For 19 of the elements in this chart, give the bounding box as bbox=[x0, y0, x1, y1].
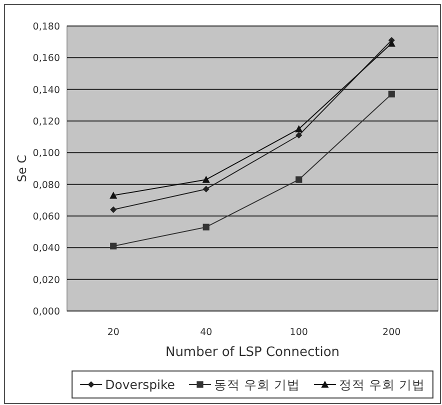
legend-label: 정적 우회 기법 bbox=[338, 377, 425, 392]
x-tick-label: 100 bbox=[290, 327, 308, 338]
x-tick-label: 200 bbox=[382, 327, 401, 338]
x-tick-label: 40 bbox=[200, 327, 212, 338]
legend-label: 동적 우회 기법 bbox=[214, 377, 300, 392]
y-tick-label: 0,040 bbox=[32, 243, 60, 254]
y-tick-label: 0,080 bbox=[32, 180, 60, 191]
x-tick-label: 20 bbox=[107, 327, 120, 338]
y-tick-label: 0,140 bbox=[32, 84, 60, 96]
y-tick-label: 0,000 bbox=[32, 306, 60, 318]
y-axis-title: Se C bbox=[15, 154, 29, 182]
y-tick-label: 0,060 bbox=[32, 212, 60, 222]
y-tick-label: 0,160 bbox=[32, 53, 60, 64]
y-tick-label: 0,020 bbox=[32, 274, 60, 286]
y-tick-label: 0,180 bbox=[32, 22, 60, 32]
x-axis-title: Number of LSP Connection bbox=[165, 345, 340, 360]
y-tick-label: 0,120 bbox=[32, 116, 60, 128]
legend-label: Doverspike bbox=[105, 377, 176, 392]
y-tick-label: 0,100 bbox=[32, 148, 60, 160]
